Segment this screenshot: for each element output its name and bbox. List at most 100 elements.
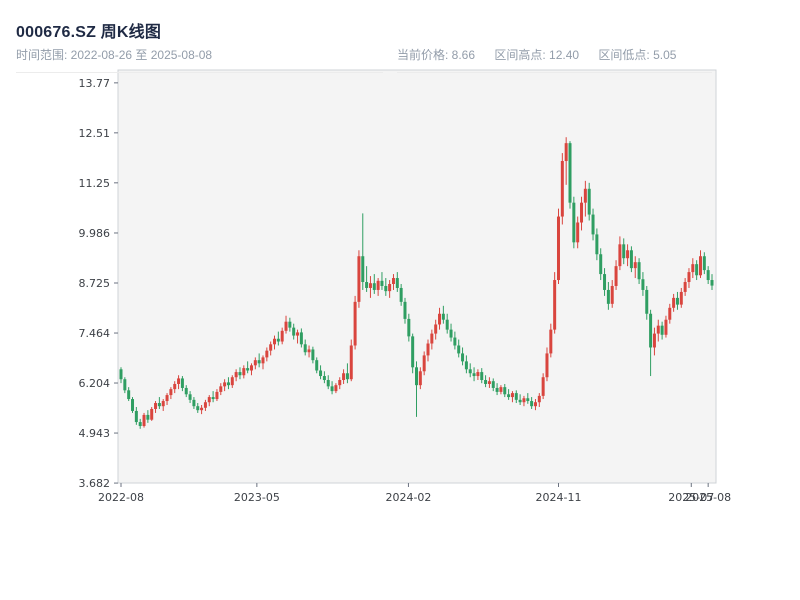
candle-body [491, 381, 495, 388]
candle-body [430, 333, 434, 344]
candle-body [131, 399, 135, 411]
candle-body [177, 378, 181, 384]
candle [131, 397, 135, 413]
candle-body [303, 344, 307, 353]
candle-body [334, 385, 338, 392]
candle-body [556, 216, 560, 281]
candle-body [146, 414, 150, 420]
candle-body [656, 325, 660, 334]
candle-body [388, 283, 392, 292]
candle [583, 180, 587, 217]
candle-body [514, 393, 518, 400]
candle-body [629, 250, 633, 269]
candle [603, 268, 607, 296]
candle [491, 378, 495, 392]
candle [296, 329, 300, 344]
candle-body [484, 380, 488, 384]
candle-body [307, 349, 311, 353]
candle-body [384, 285, 388, 292]
candle-body [365, 282, 369, 288]
candle-body [345, 373, 349, 380]
candle-body [338, 380, 342, 386]
candle [380, 272, 384, 290]
candle [572, 196, 576, 249]
candle-body [203, 402, 207, 408]
candle-body [587, 188, 591, 215]
candle-body [576, 222, 580, 243]
candle-body [549, 329, 553, 354]
candle-body [633, 262, 637, 269]
candle-body [449, 329, 453, 338]
candle [257, 353, 261, 368]
candle-body [418, 371, 422, 386]
x-tick-label: 2025-08 [685, 491, 731, 504]
y-tick-label: 4.943 [79, 427, 111, 440]
candle-body [173, 383, 177, 390]
candle [399, 283, 403, 306]
candle-body [641, 279, 645, 290]
candle-body [188, 394, 192, 400]
candle [230, 375, 234, 388]
candle [246, 361, 250, 374]
candle-body [695, 264, 699, 276]
candle [652, 327, 656, 356]
candle-body [652, 333, 656, 348]
candle-body [618, 244, 622, 267]
candle [449, 323, 453, 342]
candle [330, 381, 334, 395]
candle [342, 369, 346, 384]
x-tick-label: 2025-07 [668, 491, 714, 504]
candle-body [315, 360, 319, 371]
candle-body [288, 321, 292, 328]
candle [196, 403, 200, 413]
candle-body [541, 377, 545, 396]
candle [664, 315, 668, 338]
candle [691, 258, 695, 279]
candle [207, 395, 211, 407]
candle-body [622, 244, 626, 259]
candle [261, 355, 265, 370]
candle-body [533, 402, 537, 407]
candle [422, 351, 426, 376]
candle [165, 393, 169, 406]
candle-body [445, 319, 449, 330]
y-tick-label: 8.725 [79, 277, 111, 290]
candle [315, 357, 319, 374]
candle-body [296, 332, 300, 336]
candle [595, 228, 599, 261]
y-tick-label: 3.682 [79, 477, 111, 490]
candle-body [468, 369, 472, 374]
candle [710, 274, 714, 290]
candle-body [207, 397, 211, 403]
candle [530, 397, 534, 409]
candle-body [411, 336, 415, 368]
candle-body [626, 250, 630, 259]
candle [507, 389, 511, 400]
candle-body [311, 349, 315, 361]
candle [503, 383, 507, 398]
candle-body [200, 407, 204, 411]
candle [403, 297, 407, 324]
candle [188, 391, 192, 404]
candle-body [664, 319, 668, 335]
candle [203, 399, 207, 411]
candle [549, 323, 553, 358]
candlestick-series [119, 137, 714, 429]
candle-body [683, 282, 687, 292]
candle-body [357, 256, 361, 302]
candle-body [537, 395, 541, 403]
candle-body [660, 325, 664, 335]
period-high-stat: 区间高点: 12.40 [494, 48, 580, 62]
candle [284, 315, 288, 334]
candle [161, 399, 165, 411]
y-tick-label: 6.204 [79, 377, 111, 390]
candle [249, 363, 253, 376]
candle-body [123, 379, 127, 391]
candle-body [403, 301, 407, 319]
y-tick-label: 9.986 [79, 227, 111, 240]
candle [226, 377, 230, 390]
candle [672, 293, 676, 312]
candle [484, 375, 488, 388]
candle [637, 258, 641, 284]
